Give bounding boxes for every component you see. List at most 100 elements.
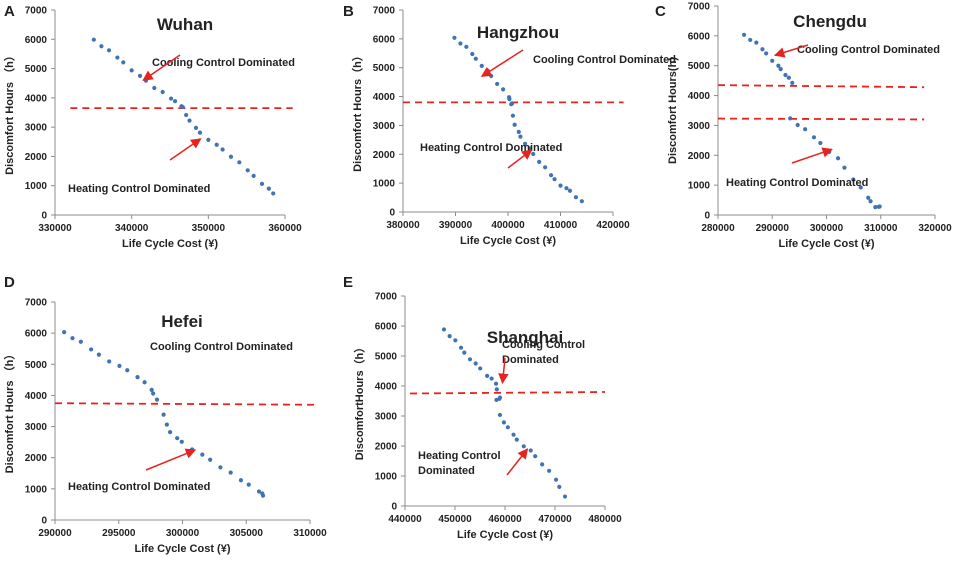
data-series-cooling: [441, 327, 503, 403]
x-tick-label: 300000: [810, 223, 844, 234]
x-tick-label: 400000: [491, 220, 525, 231]
y-tick-label: 1000: [688, 181, 711, 192]
data-series-heating: [180, 104, 276, 196]
data-point: [151, 391, 156, 396]
y-tick-label: 3000: [373, 121, 396, 132]
data-point: [537, 159, 542, 164]
y-tick-label: 0: [41, 211, 47, 222]
y-tick-label: 1000: [373, 179, 396, 190]
annotation-line: Heating Control Dominated: [68, 183, 210, 195]
panel-d: D Hefei 0 1000 2000 3000 4000 5000 6000 7000 29000…: [3, 274, 327, 555]
annotation-arrow: [791, 147, 833, 164]
x-tick-label: 310000: [864, 223, 898, 234]
data-point: [557, 484, 562, 489]
panel-a: A Wuhan 0 1000 2000 3000 4000 5000 6000 7000 33000…: [3, 3, 302, 250]
data-point: [458, 41, 463, 46]
y-tick-label: 2000: [688, 151, 711, 162]
threshold-line: [409, 391, 606, 395]
data-point: [441, 327, 447, 332]
data-point: [567, 188, 573, 193]
panel-e: E Shanghai 0 1000 2000 3000 4000 5000 6000 7000 44…: [343, 274, 622, 541]
panel-label: E: [343, 274, 353, 291]
data-point: [172, 99, 178, 104]
data-point: [160, 89, 165, 95]
data-series-heating: [788, 116, 882, 210]
data-point: [770, 58, 775, 63]
data-point: [795, 122, 800, 128]
annotation-line: Cooling Control Dominated: [150, 341, 293, 353]
threshold-line: [717, 117, 925, 121]
data-point: [180, 104, 185, 110]
y-tick-label: 0: [41, 516, 47, 527]
data-point: [238, 478, 244, 483]
data-point: [467, 357, 473, 362]
data-point: [96, 352, 102, 357]
data-point: [776, 63, 781, 68]
data-point: [553, 477, 559, 482]
data-point: [266, 186, 271, 191]
data-point: [818, 140, 823, 146]
x-tick-label: 480000: [588, 514, 622, 525]
heating-annotation: Heating Control Dominated: [418, 450, 501, 477]
data-point: [245, 168, 250, 173]
data-point: [78, 339, 83, 344]
y-tick-label: 5000: [688, 61, 711, 72]
data-point: [193, 125, 199, 130]
x-tick-label: 340000: [115, 223, 149, 234]
data-point: [464, 44, 469, 49]
data-point: [518, 134, 523, 139]
data-point: [788, 116, 793, 121]
data-point: [154, 397, 160, 402]
y-tick-label: 7000: [373, 6, 396, 17]
panel-c: C Chengdu 0 1000 2000 3000 4000 5000 6000 7000 280…: [655, 2, 952, 251]
x-axis-label: Life Cycle Cost (¥): [457, 529, 553, 541]
y-tick-label: 0: [704, 211, 710, 222]
annotation-line: Cooling Control Dominated: [152, 57, 295, 69]
y-tick-label: 4000: [375, 382, 398, 393]
x-axis-label: Life Cycle Cost (¥): [460, 235, 556, 247]
data-point: [786, 75, 791, 80]
data-point: [764, 51, 769, 56]
x-tick-label: 450000: [438, 514, 472, 525]
data-point: [206, 137, 211, 143]
data-point: [564, 186, 569, 191]
data-point: [115, 55, 120, 60]
data-point: [512, 122, 517, 127]
data-point: [251, 173, 256, 178]
data-point: [237, 160, 242, 165]
data-point: [495, 81, 500, 87]
data-point: [511, 432, 516, 437]
data-point: [748, 37, 753, 43]
data-point: [168, 96, 174, 101]
annotation-line: Dominated: [418, 465, 475, 477]
panel-label: B: [343, 3, 354, 20]
y-tick-label: 2000: [375, 442, 398, 453]
y-axis-label: Discomfort Hours （h）: [3, 349, 16, 474]
chart-title: Wuhan: [157, 15, 213, 34]
heating-annotation: Heating Control Dominated: [726, 177, 868, 189]
panel-label: C: [655, 3, 666, 20]
data-point: [187, 118, 192, 123]
y-tick-label: 5000: [373, 63, 396, 74]
y-tick-label: 5000: [25, 64, 48, 75]
data-point: [458, 345, 464, 350]
data-point: [107, 359, 112, 364]
annotation-arrow: [142, 54, 181, 81]
annotation-line: Heating Control: [418, 450, 501, 462]
data-point: [164, 422, 169, 427]
data-point: [121, 60, 126, 65]
data-point: [521, 444, 526, 449]
data-point: [507, 97, 512, 102]
data-point: [543, 165, 548, 170]
data-point: [494, 397, 499, 403]
data-point: [803, 127, 808, 132]
y-tick-label: 6000: [375, 322, 398, 333]
x-tick-label: 440000: [388, 514, 422, 525]
data-point: [501, 87, 506, 92]
x-axis-label: Life Cycle Cost (¥): [135, 543, 231, 555]
chart-title: Chengdu: [793, 12, 867, 31]
data-point: [493, 381, 499, 386]
data-point: [62, 329, 67, 335]
